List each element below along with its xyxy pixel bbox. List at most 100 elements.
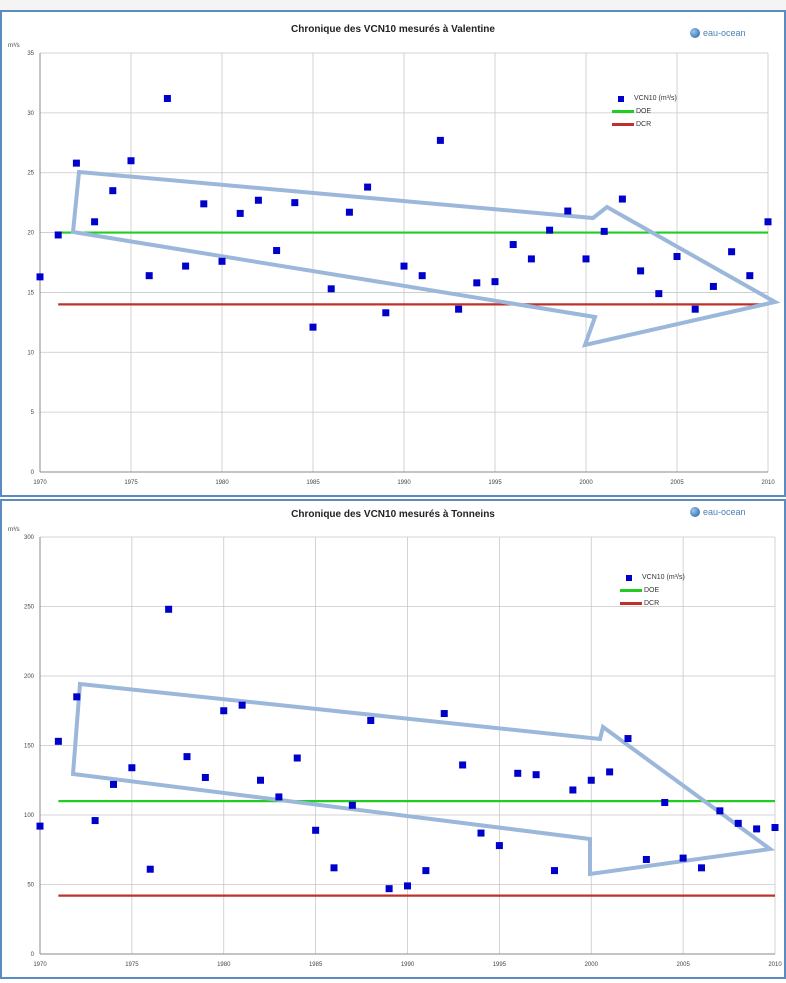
chart-panel-tonneins: Chronique des VCN10 mesurés à Tonneins m³… [0,499,786,979]
x-tick-label: 2010 [761,480,775,486]
data-point [455,305,463,313]
data-point [527,255,535,263]
data-point [128,764,136,772]
data-point [618,195,626,203]
legend-line-dcr [620,602,642,605]
chart-tonneins: Chronique des VCN10 mesurés à Tonneins m³… [0,499,786,979]
data-point [183,753,191,761]
data-point [73,693,81,701]
legend-label-vcn10: VCN10 (m³/s) [642,574,685,581]
y-tick-label: 200 [24,674,35,680]
legend-item-vcn10: VCN10 (m³/s) [620,571,685,584]
data-point [679,854,687,862]
data-point [200,200,208,208]
y-tick-label: 100 [24,813,35,819]
data-point [127,157,135,165]
data-point [587,776,595,784]
y-tick-label: 35 [27,51,34,57]
legend-item-doe: DOE [612,105,677,118]
data-point [201,773,209,781]
data-point [404,882,411,890]
data-point [661,798,669,806]
data-point [367,716,375,724]
y-tick-label: 30 [27,111,34,117]
data-point [495,842,503,850]
data-point [91,817,99,825]
logo-text: eau-ocean [703,507,746,517]
y-tick-label: 250 [24,605,35,611]
legend-marker-vcn10 [626,574,632,581]
data-point [673,253,681,261]
data-point [218,257,226,265]
data-point [606,768,614,776]
legend-line-doe [620,589,642,592]
legend: VCN10 (m³/s) DOE DCR [620,571,685,610]
panel-border [0,10,786,497]
data-point [459,761,467,769]
x-tick-label: 2010 [768,962,782,968]
data-point [753,825,761,833]
data-point [624,735,632,743]
data-point [293,754,301,762]
data-point [546,226,554,234]
data-point [72,159,80,167]
data-point [275,793,283,801]
legend-label-vcn10: VCN10 (m³/s) [634,95,677,102]
data-point [734,819,742,827]
data-point [236,209,244,217]
legend-label-dcr: DCR [636,121,652,128]
data-point [436,136,444,144]
data-point [551,867,558,875]
y-tick-label: 0 [31,952,35,958]
y-tick-label: 25 [27,171,34,177]
legend-item-dcr: DCR [612,118,677,131]
data-point [385,885,393,893]
data-point [655,290,663,298]
legend-label-dcr: DCR [644,600,660,607]
chart-title: Chronique des VCN10 mesurés à Tonneins [291,509,495,520]
data-point [327,285,335,293]
chart-valentine: Chronique des VCN10 mesurés à Valentine m… [0,10,786,497]
y-tick-label: 0 [31,470,35,476]
data-point [532,771,540,779]
legend-line-doe [612,110,634,113]
logo: eau-ocean [690,507,746,517]
x-tick-label: 2000 [579,480,593,486]
data-point [364,183,372,191]
data-point [146,865,154,873]
x-tick-label: 1975 [124,480,138,486]
legend-marker-vcn10 [618,95,624,102]
x-tick-label: 1970 [33,480,47,486]
data-point [330,864,338,872]
data-point [642,855,650,863]
data-point [312,826,320,834]
legend-label-doe: DOE [644,587,660,594]
data-point [637,267,645,275]
data-point [582,255,590,263]
data-point [54,737,62,745]
legend: VCN10 (m³/s) DOE DCR [612,92,677,131]
x-tick-label: 1995 [493,962,507,968]
legend-label-doe: DOE [636,108,652,115]
data-point [509,241,517,249]
globe-icon [690,507,700,517]
legend-item-vcn10: VCN10 (m³/s) [612,92,677,105]
data-point [514,769,522,777]
y-tick-label: 20 [27,231,34,237]
logo-text: eau-ocean [703,28,746,38]
y-axis-unit: m³/s [8,43,20,49]
data-point [309,323,317,331]
legend-line-dcr [612,123,634,126]
data-point [564,207,572,215]
data-point [273,247,281,255]
x-tick-label: 1985 [306,480,320,486]
data-point [746,272,754,280]
data-point [182,262,190,270]
x-tick-label: 2005 [676,962,690,968]
data-point [569,786,577,794]
legend-item-dcr: DCR [620,597,685,610]
data-point [600,227,608,235]
data-point [422,867,430,875]
data-point [698,864,705,872]
x-tick-label: 1995 [488,480,502,486]
